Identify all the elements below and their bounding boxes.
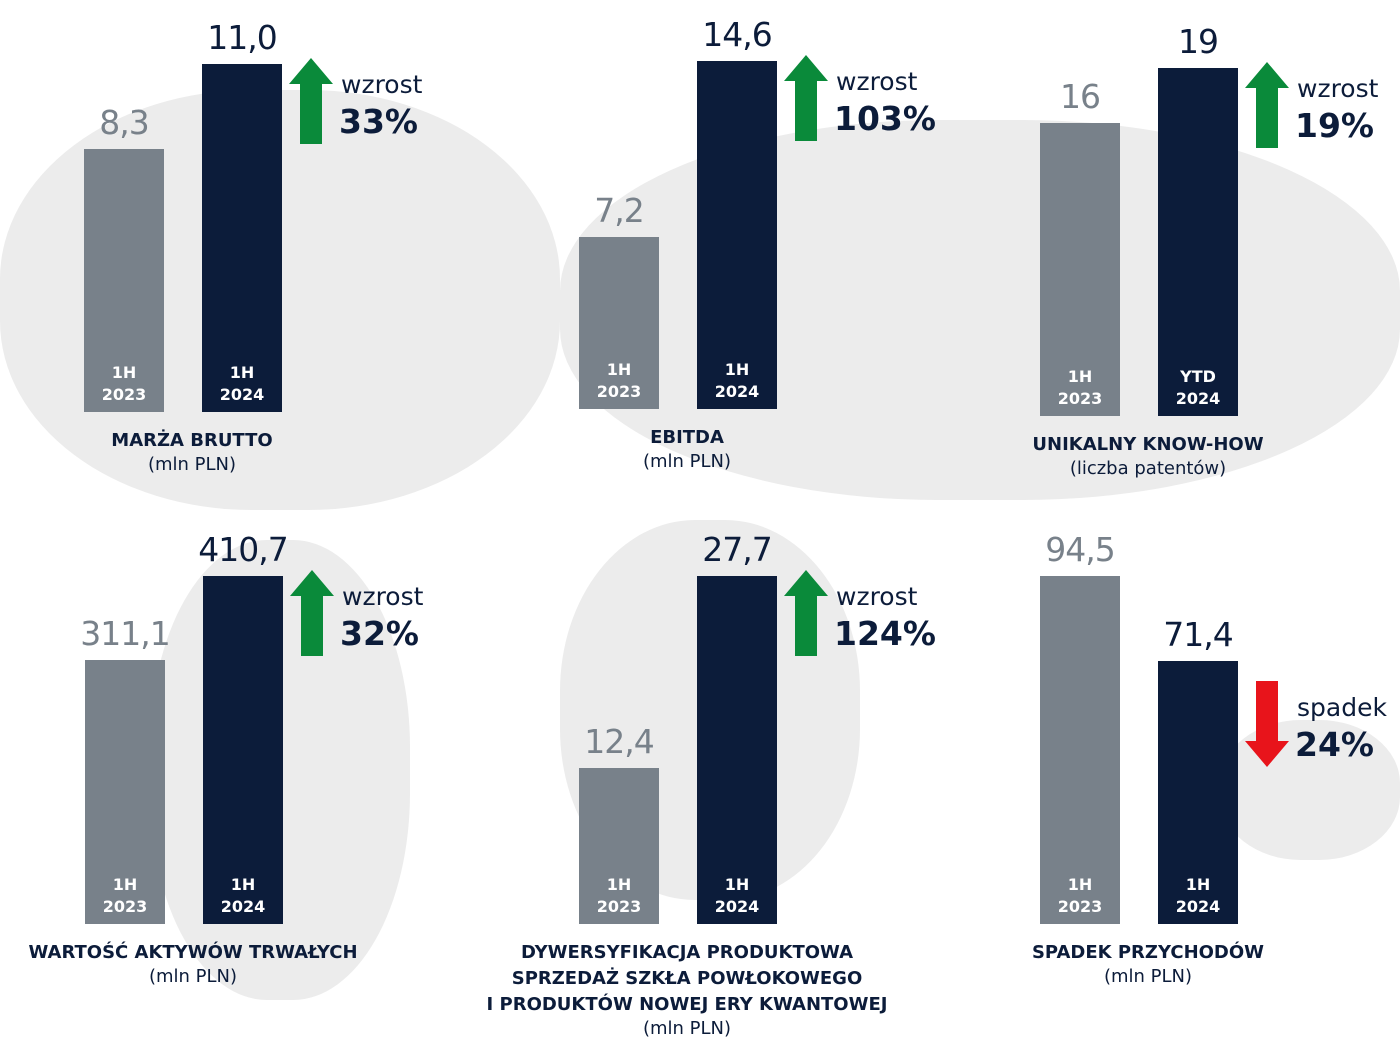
category-label: 1H 2023 [596,875,642,916]
chart-title: DYWERSYFIKACJA PRODUKTOWA SPRZEDAŻ SZKŁA… [486,942,888,1015]
arrow-shape [784,570,828,656]
chart-subtitle: (mln PLN) [148,966,238,987]
change-arrow [289,58,333,144]
change-text: wzrost [836,67,918,96]
bar [1040,576,1120,924]
change-value: 24% [1295,725,1374,765]
bar [697,61,777,409]
bar [85,660,165,924]
change-value: 32% [340,614,419,653]
arrow-shape [290,570,334,656]
change-text: wzrost [342,582,424,611]
category-label: 1H 2023 [1057,367,1103,408]
category-label: 1H 2023 [101,363,147,404]
category-label: 1H 2024 [220,875,266,916]
value-label: 12,4 [584,722,654,762]
category-label: 1H 2023 [1057,875,1103,916]
chart-subtitle: (mln PLN) [1103,966,1193,987]
change-value: 103% [834,99,936,138]
bar [1158,661,1238,924]
category-label: 1H 2024 [1175,875,1221,916]
category-label: 1H 2024 [714,360,760,401]
change-value: 33% [339,102,418,141]
category-label: 1H 2023 [102,875,148,916]
arrow-shape [1245,62,1289,148]
change-text: wzrost [1297,74,1379,103]
change-arrow [784,55,828,141]
change-arrow [784,570,828,656]
chart-title: UNIKALNY KNOW-HOW [1032,434,1264,455]
chart-title: EBITDA [650,427,724,448]
bar [579,237,659,409]
chart-subtitle: (mln PLN) [642,451,732,472]
arrow-shape [289,58,333,144]
value-label: 410,7 [198,530,288,569]
value-label: 7,2 [594,191,644,231]
value-label: 11,0 [207,18,277,57]
chart-subtitle: (liczba patentów) [1069,458,1227,479]
change-text: wzrost [341,70,423,99]
change-arrow [290,570,334,656]
change-text: spadek [1297,693,1387,723]
bar [1158,68,1238,416]
value-label: 311,1 [80,614,170,654]
arrow-shape [784,55,828,141]
value-label: 71,4 [1163,615,1233,655]
change-value: 124% [834,614,936,653]
chart-title: SPADEK PRZYCHODÓW [1031,942,1265,963]
value-label: 16 [1060,76,1101,116]
category-label: 1H 2024 [714,875,760,916]
value-label: 14,6 [702,15,772,54]
bar [202,64,282,412]
value-label: 27,7 [702,530,772,569]
change-text: wzrost [836,582,918,611]
chart-title: MARŻA BRUTTO [111,430,273,451]
bar [84,149,164,412]
value-label: 94,5 [1045,530,1115,569]
value-label: 8,3 [99,103,149,143]
bar [203,576,283,924]
chart-subtitle: (mln PLN) [147,454,237,475]
bar [1040,122,1120,416]
arrow-shape [1245,681,1289,768]
change-value: 19% [1295,106,1374,145]
bar [579,768,659,924]
change-arrow [1245,62,1289,148]
chart-subtitle: (mln PLN) [642,1018,732,1038]
change-arrow [1245,681,1289,768]
category-label: YTD 2024 [1175,367,1221,408]
value-label: 19 [1178,22,1219,61]
bar [697,576,777,924]
chart-title: WARTOŚĆ AKTYWÓW TRWAŁYCH [28,942,358,963]
category-label: 1H 2024 [219,363,265,404]
category-label: 1H 2023 [596,360,642,401]
